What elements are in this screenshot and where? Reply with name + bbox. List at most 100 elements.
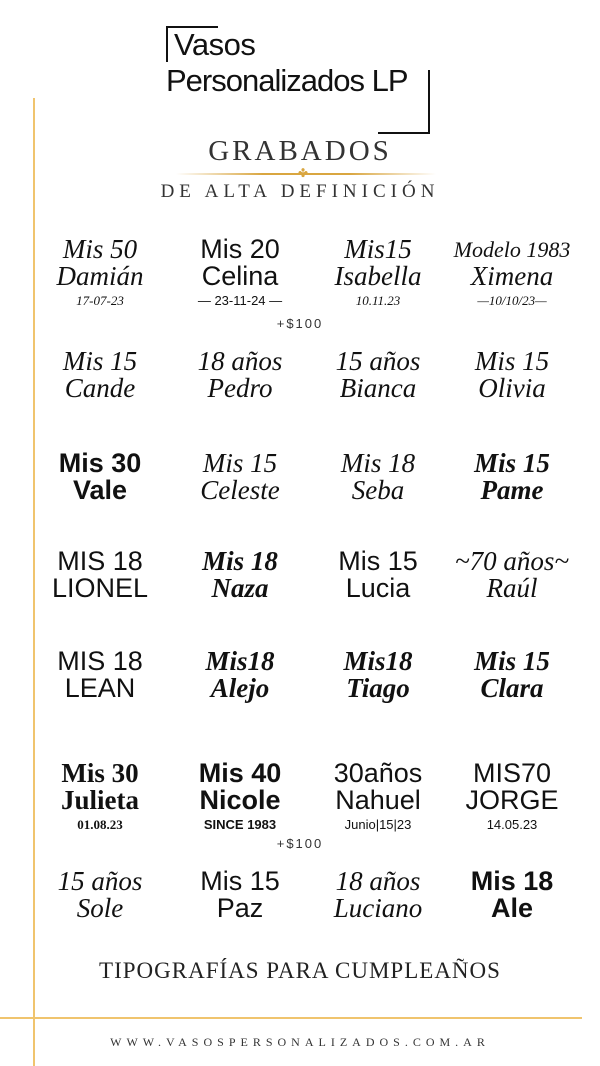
font-sample: Mis 15 Paz xyxy=(174,868,306,922)
logo-line1: Vasos xyxy=(174,27,256,62)
sample-line2: Paz xyxy=(216,893,264,923)
sample-line1: Mis 15 xyxy=(474,346,550,376)
sample-line3: Junio|15|23 xyxy=(344,817,412,832)
font-sample: Mis15 Isabella 10.11.23 xyxy=(312,234,444,309)
website-url: WWW.VASOSPERSONALIZADOS.COM.AR xyxy=(110,1035,490,1049)
font-sample: MIS 18 LIONEL xyxy=(34,548,166,602)
gold-horizontal-line xyxy=(0,1017,582,1019)
sample-line2: Tiago xyxy=(346,673,410,703)
sample-line1: 15 años xyxy=(335,346,421,376)
logo-corner-top xyxy=(166,26,218,62)
sample-line1: Mis18 xyxy=(343,646,413,676)
sample-line3: —10/10/23— xyxy=(477,293,547,308)
font-sample: Modelo 1983 Ximena —10/10/23— xyxy=(446,236,578,308)
font-sample: Mis 15 Pame xyxy=(446,450,578,504)
sample-line2: Isabella xyxy=(334,261,422,291)
sample-line2: Nicole xyxy=(199,785,281,815)
font-sample: Mis18 Alejo xyxy=(174,648,306,702)
sample-line1: 30años xyxy=(333,758,423,788)
page-subtitle: DE ALTA DEFINICIÓN xyxy=(160,181,440,202)
sample-line2: Cande xyxy=(64,373,136,403)
font-sample: 15 años Sole xyxy=(34,868,166,922)
font-sample: Mis 40 Nicole SINCE 1983 xyxy=(174,758,306,833)
font-sample: Mis 18 Ale xyxy=(446,868,578,922)
sample-line1: Mis 15 xyxy=(474,646,550,676)
logo-line2: Personalizados LP xyxy=(166,63,408,98)
sample-line2: Ximena xyxy=(470,261,554,291)
sample-line2: Damián xyxy=(56,261,144,291)
sample-line1: Mis 50 xyxy=(62,234,138,264)
font-sample: Mis 30 Julieta 01.08.23 xyxy=(34,760,166,833)
sample-line2: Vale xyxy=(72,475,128,505)
font-sample: MIS70 JORGE 14.05.23 xyxy=(446,758,578,833)
font-sample: Mis 15 Cande xyxy=(34,348,166,402)
sample-line2: Pedro xyxy=(207,373,273,403)
sample-line1: Mis 18 xyxy=(470,866,554,896)
brand-logo: Vasos Personalizados LP xyxy=(166,26,436,134)
font-sample: 15 años Bianca xyxy=(312,348,444,402)
sample-line2: Pame xyxy=(480,475,544,505)
sample-line1: Mis 30 xyxy=(58,448,142,478)
sample-line1: Modelo 1983 xyxy=(453,237,571,262)
sample-line2: Lucia xyxy=(345,573,411,603)
sample-line3: 01.08.23 xyxy=(77,817,123,832)
sample-line3: — 23-11-24 — xyxy=(197,293,283,308)
font-sample: 18 años Luciano xyxy=(312,868,444,922)
sample-line1: Mis 15 xyxy=(474,448,550,478)
sample-line1: 18 años xyxy=(335,866,421,896)
page-title: GRABADOS xyxy=(208,135,392,167)
sample-line1: MIS70 xyxy=(472,758,552,788)
sample-line2: Ale xyxy=(490,893,534,923)
sample-line2: Raúl xyxy=(486,573,538,603)
font-sample: Mis 18 Naza xyxy=(174,548,306,602)
sample-line2: JORGE xyxy=(465,785,559,815)
sample-line1: Mis15 xyxy=(344,234,412,264)
footer-title: TIPOGRAFÍAS PARA CUMPLEAÑOS xyxy=(99,958,501,983)
sample-line2: Alejo xyxy=(210,673,270,703)
font-sample: Mis 30 Vale xyxy=(34,450,166,504)
font-sample: ~70 años~ Raúl xyxy=(446,548,578,602)
sample-line1: Mis 20 xyxy=(200,234,280,264)
logo-corner-bottom xyxy=(378,70,430,134)
sample-line1: 15 años xyxy=(57,866,143,896)
gold-divider xyxy=(176,173,436,175)
sample-line1: MIS 18 xyxy=(57,546,143,576)
ornament-icon: ✤ xyxy=(298,166,309,180)
sample-line1: Mis18 xyxy=(205,646,275,676)
sample-line1: 18 años xyxy=(197,346,283,376)
sample-line2: Seba xyxy=(351,475,405,505)
sample-line2: Celeste xyxy=(200,475,280,505)
sample-line3: 10.11.23 xyxy=(355,293,401,308)
sample-line2: Celina xyxy=(201,261,279,291)
sample-line2: LIONEL xyxy=(51,573,149,603)
sample-line1: Mis 15 xyxy=(62,346,138,376)
price-note: +$100 xyxy=(276,316,324,331)
sample-line2: Naza xyxy=(211,573,269,603)
sample-line2: Clara xyxy=(480,673,544,703)
price-note: +$100 xyxy=(276,836,324,851)
sample-line3: 17-07-23 xyxy=(76,293,124,308)
font-sample: Mis 15 Olivia xyxy=(446,348,578,402)
sample-line2: Nahuel xyxy=(335,785,421,815)
sample-line2: Bianca xyxy=(339,373,417,403)
font-sample: Mis 50 Damián 17-07-23 xyxy=(34,234,166,309)
sample-line1: Mis 15 xyxy=(200,866,280,896)
sample-line1: Mis 18 xyxy=(202,546,278,576)
sample-line2: LEAN xyxy=(64,673,136,703)
font-sample: Mis18 Tiago xyxy=(312,648,444,702)
sample-line1: MIS 18 xyxy=(57,646,143,676)
sample-line1: Mis 40 xyxy=(198,758,282,788)
font-sample: Mis 15 Clara xyxy=(446,648,578,702)
font-sample: MIS 18 LEAN xyxy=(34,648,166,702)
sample-line3: SINCE 1983 xyxy=(203,817,277,832)
sample-line1: ~70 años~ xyxy=(455,546,569,576)
font-sample: Mis 15 Celeste xyxy=(174,450,306,504)
font-sample: Mis 15 Lucia xyxy=(312,548,444,602)
sample-line3: 14.05.23 xyxy=(486,817,538,832)
sample-line2: Luciano xyxy=(333,893,423,923)
sample-line1: Mis 18 xyxy=(340,448,416,478)
font-sample: Mis 18 Seba xyxy=(312,450,444,504)
font-sample: Mis 20 Celina — 23-11-24 — xyxy=(174,234,306,309)
gold-vertical-line xyxy=(33,98,35,1066)
font-sample: 18 años Pedro xyxy=(174,348,306,402)
